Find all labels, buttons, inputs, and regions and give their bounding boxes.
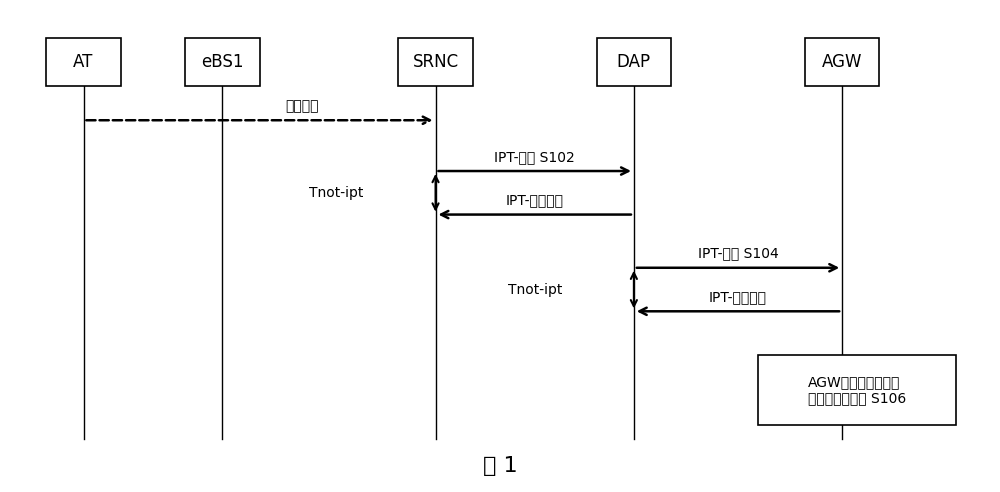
FancyBboxPatch shape	[805, 38, 879, 87]
Text: DAP: DAP	[617, 53, 651, 71]
FancyBboxPatch shape	[185, 38, 260, 87]
Text: SRNC: SRNC	[412, 53, 459, 71]
Text: IPT-通知证实: IPT-通知证实	[709, 290, 767, 304]
FancyBboxPatch shape	[597, 38, 671, 87]
Text: AGW发送寻呼消息或
不发送寻呼消息 S106: AGW发送寻呼消息或 不发送寻呼消息 S106	[808, 375, 906, 405]
Text: 关机登记: 关机登记	[285, 99, 319, 113]
Text: 图 1: 图 1	[483, 456, 517, 476]
Text: IPT-通知 S102: IPT-通知 S102	[494, 150, 575, 164]
Text: eBS1: eBS1	[201, 53, 244, 71]
FancyBboxPatch shape	[758, 355, 956, 425]
FancyBboxPatch shape	[46, 38, 121, 87]
Text: AT: AT	[73, 53, 94, 71]
Text: IPT-通知证实: IPT-通知证实	[506, 193, 564, 207]
FancyBboxPatch shape	[398, 38, 473, 87]
Text: AGW: AGW	[822, 53, 862, 71]
Text: Tnot-ipt: Tnot-ipt	[309, 186, 364, 200]
Text: Tnot-ipt: Tnot-ipt	[508, 282, 562, 297]
Text: IPT-通知 S104: IPT-通知 S104	[698, 246, 778, 260]
